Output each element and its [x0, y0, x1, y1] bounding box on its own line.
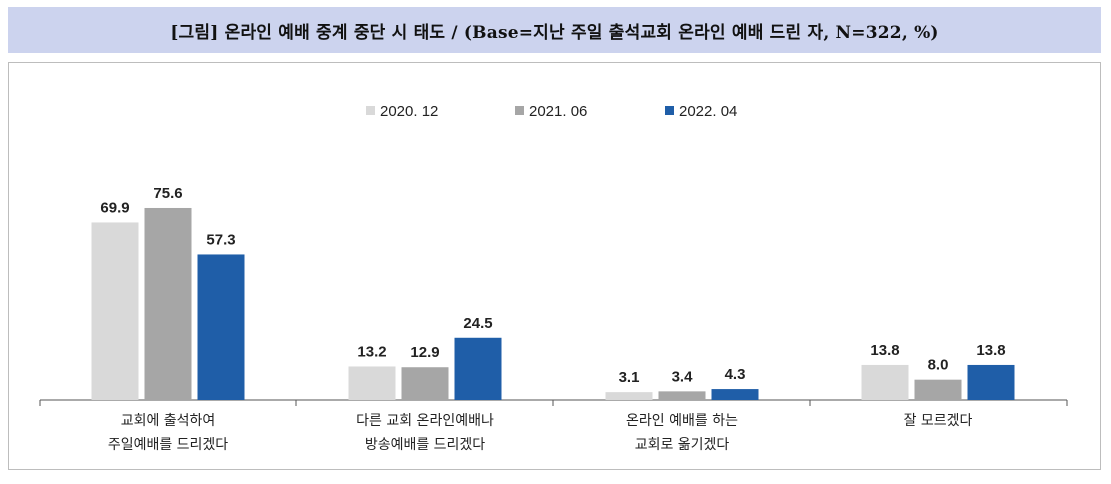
legend-label: 2022. 04	[679, 103, 737, 120]
bar-1-3	[605, 392, 653, 400]
data-label: 4.3	[725, 366, 746, 383]
title-bar: [그림] 온라인 예배 중계 중단 시 태도 / (Base=지난 주일 출석교…	[8, 7, 1101, 53]
chart-frame	[8, 62, 1101, 470]
bar-3-1	[197, 254, 245, 400]
category-label: 잘 모르겠다	[904, 413, 973, 429]
category-label: 교회로 옮기겠다	[635, 437, 730, 453]
category-label: 교회에 출석하여	[121, 413, 216, 429]
bar-1-2	[348, 366, 396, 400]
bar-2-2	[401, 367, 449, 400]
bar-2-4	[914, 379, 962, 400]
data-label: 69.9	[100, 199, 129, 216]
data-label: 8.0	[928, 357, 949, 374]
category-label: 방송예배를 드리겠다	[365, 437, 485, 453]
bar-3-3	[711, 389, 759, 400]
data-label: 13.8	[870, 342, 899, 359]
data-label: 24.5	[463, 315, 492, 332]
legend-label: 2021. 06	[529, 103, 587, 120]
bar-2-1	[144, 207, 192, 400]
bar-3-2	[454, 337, 502, 400]
bar-1-1	[91, 222, 139, 400]
chart-title: [그림] 온라인 예배 중계 중단 시 태도 / (Base=지난 주일 출석교…	[170, 22, 939, 43]
data-label: 13.2	[357, 343, 386, 360]
bar-1-4	[861, 364, 909, 400]
data-label: 3.4	[672, 368, 694, 385]
data-label: 57.3	[206, 231, 235, 248]
category-label: 다른 교회 온라인예배나	[356, 413, 494, 429]
legend-swatch	[515, 106, 524, 115]
bar-3-4	[967, 364, 1015, 400]
legend-swatch	[665, 106, 674, 115]
data-label: 3.1	[619, 369, 640, 386]
bar-2-3	[658, 391, 706, 400]
category-label: 온라인 예배를 하는	[626, 413, 738, 429]
data-label: 75.6	[153, 185, 182, 202]
legend-swatch	[366, 106, 375, 115]
legend-label: 2020. 12	[380, 103, 438, 120]
data-label: 13.8	[976, 342, 1005, 359]
category-label: 주일예배를 드리겠다	[108, 437, 228, 453]
data-label: 12.9	[410, 344, 439, 361]
